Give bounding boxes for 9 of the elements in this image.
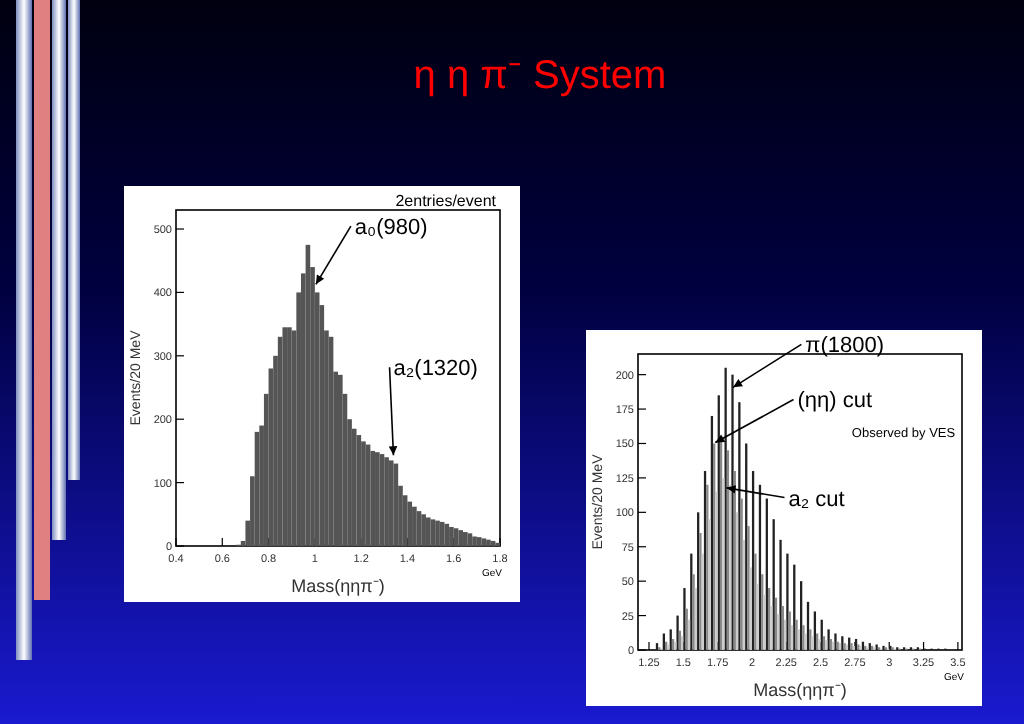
annotation: a₀(980): [354, 216, 428, 241]
annotation: π(1800): [805, 334, 885, 359]
annotation: (ηη) cut: [797, 389, 873, 414]
x-axis-title: Mass(ηηπ⁻): [753, 680, 847, 700]
chart-title: η η π⁻ System: [413, 54, 667, 98]
annotation: a₂(1320): [393, 357, 478, 382]
x-axis-title: Mass(ηηπ⁻): [291, 576, 385, 596]
annotation: a₂ cut: [788, 487, 845, 512]
text: 2entries/event: [395, 192, 498, 210]
